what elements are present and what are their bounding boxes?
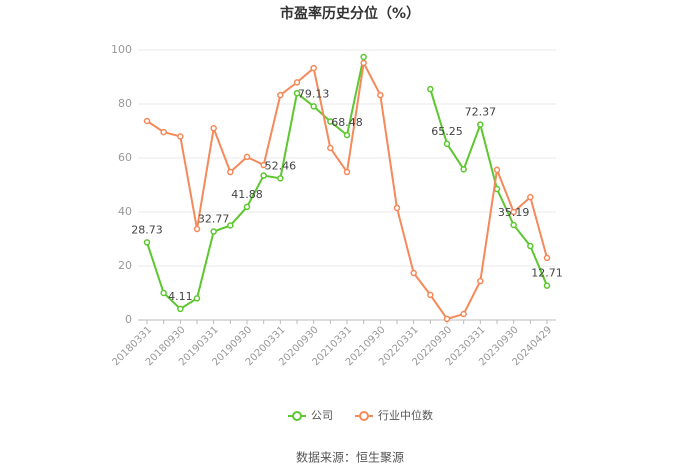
point [260, 161, 267, 169]
data-label: 41.88 [231, 188, 263, 201]
point [193, 225, 201, 233]
point [327, 118, 334, 125]
legend-item: 行业中位数 [355, 408, 433, 422]
point [227, 168, 234, 176]
point [493, 166, 501, 174]
point [227, 222, 234, 229]
point [310, 64, 317, 72]
point [343, 168, 351, 176]
point [377, 91, 384, 99]
point [143, 239, 151, 246]
source: 数据来源：恒生聚源 [296, 450, 404, 465]
point [243, 203, 251, 211]
series-line [146, 56, 548, 311]
y-tick-label: 40 [118, 205, 132, 218]
point [510, 221, 517, 229]
point [543, 282, 551, 289]
data-label: 65.25 [431, 125, 463, 138]
data-label: 68.48 [331, 116, 363, 129]
chart-title: 市盈率历史分位（%） [280, 5, 420, 22]
point [160, 128, 167, 136]
point [477, 277, 484, 285]
point [393, 204, 401, 212]
point [293, 89, 301, 97]
y-tick-label: 100 [111, 43, 132, 56]
y-tick-label: 0 [125, 313, 132, 326]
point [343, 131, 351, 139]
point [443, 315, 451, 323]
point [427, 291, 434, 299]
point [277, 91, 284, 99]
point [543, 254, 551, 262]
point [210, 125, 217, 132]
y-tick-label: 80 [118, 97, 132, 110]
point [143, 117, 151, 125]
point [327, 144, 334, 152]
data-label: 28.73 [131, 223, 163, 236]
point [410, 269, 417, 277]
point [193, 295, 201, 302]
data-label: 79.13 [298, 87, 330, 100]
point [310, 103, 317, 110]
point [443, 140, 451, 148]
point [293, 79, 301, 86]
legend-marker [359, 411, 369, 421]
legend-item: 公司 [288, 409, 333, 422]
point [527, 242, 534, 250]
point [427, 85, 434, 93]
data-label: 72.37 [465, 106, 497, 119]
series-line [146, 59, 548, 321]
point [177, 133, 184, 140]
point [243, 153, 251, 161]
legend-label: 行业中位数 [378, 408, 433, 422]
point [277, 175, 284, 182]
point [510, 208, 517, 216]
data-label: 52.46 [265, 159, 297, 172]
point [360, 59, 367, 67]
legend-label: 公司 [311, 409, 333, 422]
point [527, 193, 534, 201]
data-label: 32.77 [198, 213, 230, 226]
y-tick-label: 20 [118, 259, 132, 272]
point [460, 310, 467, 318]
data-label: 12.71 [531, 267, 563, 280]
point [460, 166, 467, 173]
point [360, 53, 367, 61]
point [160, 289, 167, 297]
data-label: 4.11 [168, 290, 193, 303]
point [477, 121, 484, 128]
data-label: 35.19 [498, 206, 530, 219]
point [260, 172, 267, 179]
legend-marker [292, 411, 302, 421]
point [210, 228, 217, 235]
y-tick-label: 60 [118, 151, 132, 164]
point [177, 305, 184, 313]
